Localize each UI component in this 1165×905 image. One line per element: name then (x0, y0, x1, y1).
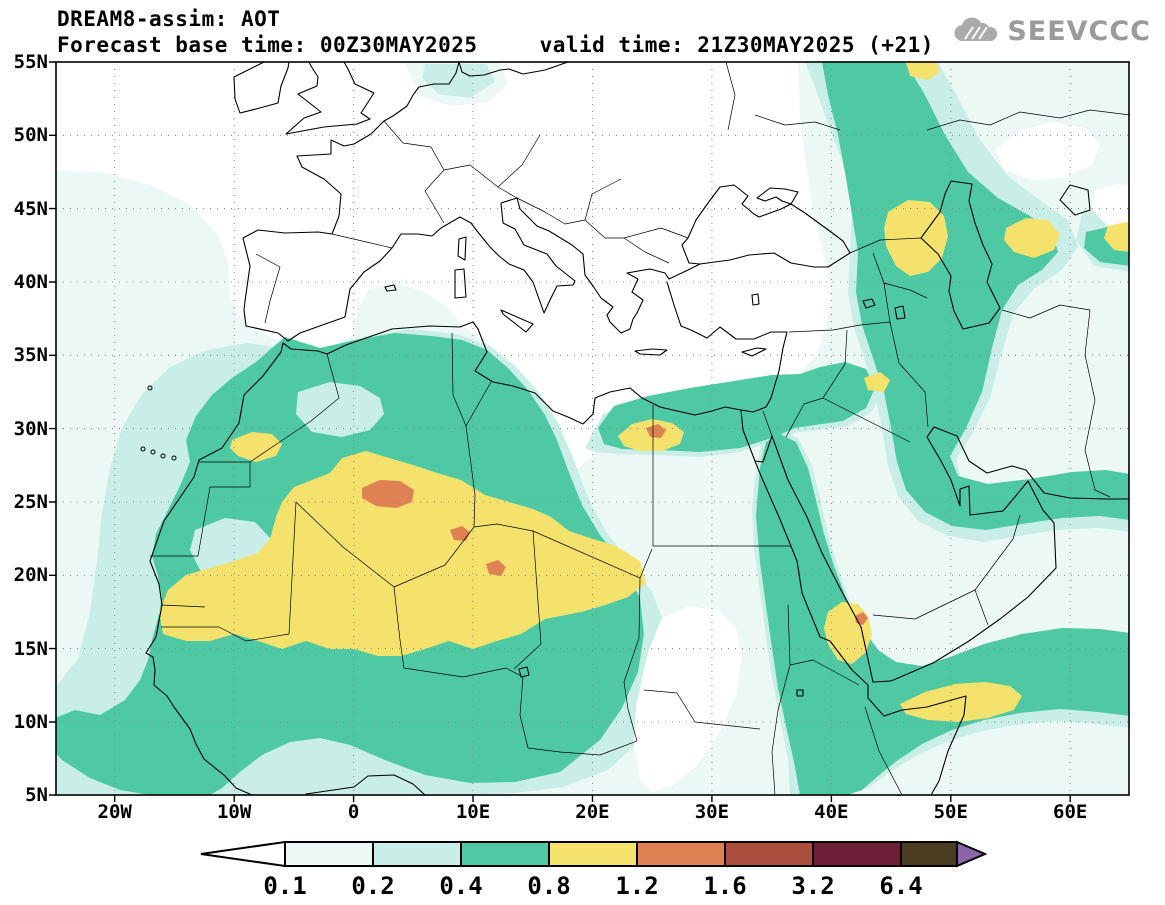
colorbar-label: 0.4 (439, 872, 482, 900)
colorbar-cell (900, 841, 958, 867)
colorbar-label: 3.2 (791, 872, 834, 900)
lon-tick-label: 50E (933, 801, 968, 823)
valid-time: valid time: 21Z30MAY2025 (+21) (539, 33, 934, 57)
plot-title: DREAM8-assim: AOT (57, 7, 281, 31)
lat-tick-label: 15N (13, 637, 48, 660)
lat-tick-label: 45N (13, 197, 48, 220)
lat-tick-label: 10N (13, 710, 48, 733)
lon-tick-label: 10E (455, 801, 491, 823)
lon-tick-label: 20E (575, 801, 610, 823)
colorbar-cell (372, 841, 462, 867)
colorbar-cell (724, 841, 814, 867)
axis-ticks (49, 61, 1071, 802)
lon-tick-label: 40E (814, 801, 849, 823)
small-islands (140, 385, 177, 461)
logo-text: SEEVCCC (1007, 16, 1151, 47)
lon-tick-label: 30E (694, 801, 730, 823)
colorbar-cell (636, 841, 726, 867)
lat-tick-label: 25N (13, 490, 48, 513)
lon-tick-label: 10W (216, 801, 252, 823)
colorbar-cell (548, 841, 638, 867)
aot-shaded-field (56, 62, 1129, 795)
colorbar-label: 6.4 (879, 872, 922, 900)
colorbar-label: 0.2 (351, 872, 394, 900)
lon-tick-label: 0 (347, 801, 360, 823)
coastlines (145, 62, 1129, 795)
plot-subtitle: Forecast base time: 00Z30MAY2025 valid ti… (57, 32, 934, 58)
lat-tick-label: 30N (13, 417, 48, 440)
colorbar-label: 0.1 (263, 872, 306, 900)
lat-tick-label: 20N (13, 564, 48, 587)
colorbar-arrow-above (956, 840, 988, 868)
lat-tick-label: 55N (13, 51, 48, 73)
country-borders (150, 62, 1129, 795)
colorbar-cell (812, 841, 902, 867)
lat-tick-label: 5N (25, 784, 48, 807)
forecast-base-time: Forecast base time: 00Z30MAY2025 (57, 33, 478, 57)
seevccc-logo: SEEVCCC (951, 16, 1151, 47)
colorbar-label: 1.6 (703, 872, 746, 900)
lon-tick-label: 20W (97, 801, 132, 823)
colorbar-arrow-below (200, 840, 286, 868)
lon-tick-label: 60E (1053, 801, 1088, 823)
colorbar-cell (284, 841, 374, 867)
lat-tick-label: 35N (13, 344, 48, 367)
colorbar-cell (460, 841, 550, 867)
title-block: DREAM8-assim: AOT Forecast base time: 00… (57, 6, 934, 58)
colorbar: 0.1 0.2 0.4 0.8 1.2 1.6 3.2 6.4 (197, 840, 989, 904)
lat-tick-label: 50N (13, 124, 48, 147)
cloud-icon (954, 17, 998, 41)
lat-tick-label: 40N (13, 270, 48, 293)
colorbar-label: 1.2 (615, 872, 658, 900)
colorbar-label: 0.8 (527, 872, 570, 900)
